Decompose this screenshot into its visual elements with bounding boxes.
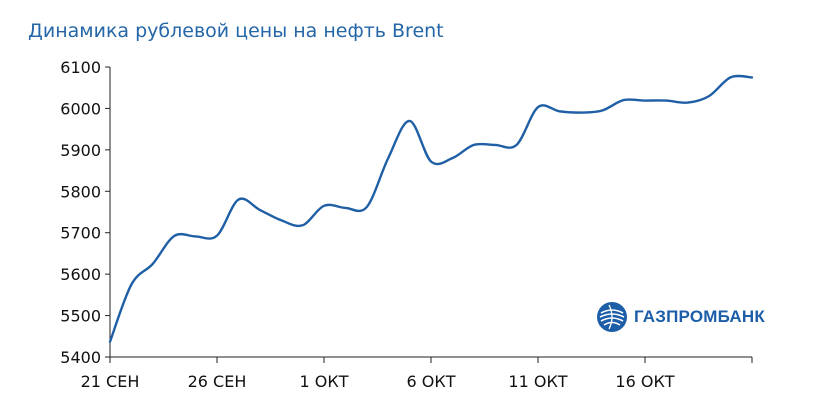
gazprombank-logo: ГАЗПРОМБАНК	[596, 300, 765, 334]
y-tick-label: 6000	[60, 99, 101, 118]
x-tick-label: 6 ОКТ	[407, 372, 456, 391]
logo-text: ГАЗПРОМБАНК	[634, 307, 765, 326]
x-tick-label: 21 СЕН	[81, 372, 140, 391]
y-tick-label: 5800	[60, 182, 101, 201]
y-tick-label: 5500	[60, 307, 101, 326]
x-tick-label: 11 ОКТ	[508, 372, 567, 391]
y-tick-label: 5900	[60, 141, 101, 160]
x-tick-label: 1 ОКТ	[300, 372, 349, 391]
y-tick-label: 6100	[60, 58, 101, 77]
y-tick-label: 5600	[60, 265, 101, 284]
x-tick-label: 16 ОКТ	[615, 372, 674, 391]
series-line	[108, 74, 754, 343]
series-layer	[108, 74, 754, 343]
gazprombank-emblem-icon	[597, 302, 627, 332]
ticks: 5400 5500 5600 5700 5800 5900 6000 6100 21 СЕН 26…	[60, 58, 753, 391]
y-tick-label: 5700	[60, 224, 101, 243]
x-tick-label: 26 СЕН	[188, 372, 247, 391]
chart-title: Динамика рублевой цены на нефть Brent	[28, 20, 444, 42]
y-tick-label: 5400	[60, 348, 101, 367]
